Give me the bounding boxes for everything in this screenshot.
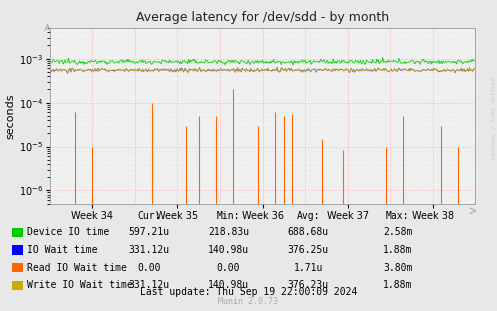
Text: Last update: Thu Sep 19 22:00:09 2024: Last update: Thu Sep 19 22:00:09 2024 [140,287,357,297]
Text: 331.12u: 331.12u [129,281,169,290]
Text: 3.80m: 3.80m [383,263,413,273]
Text: 2.58m: 2.58m [383,227,413,237]
Text: 331.12u: 331.12u [129,245,169,255]
Text: 140.98u: 140.98u [208,281,249,290]
Title: Average latency for /dev/sdd - by month: Average latency for /dev/sdd - by month [136,11,389,24]
Text: Read IO Wait time: Read IO Wait time [27,263,127,273]
Text: Min:: Min: [217,211,241,221]
Text: 0.00: 0.00 [137,263,161,273]
Text: Write IO Wait time: Write IO Wait time [27,281,133,290]
Text: 1.71u: 1.71u [293,263,323,273]
Text: 140.98u: 140.98u [208,245,249,255]
Text: IO Wait time: IO Wait time [27,245,98,255]
Text: 1.88m: 1.88m [383,245,413,255]
Text: 688.68u: 688.68u [288,227,329,237]
Text: Cur:: Cur: [137,211,161,221]
Text: 376.25u: 376.25u [288,245,329,255]
Text: 218.83u: 218.83u [208,227,249,237]
Text: 597.21u: 597.21u [129,227,169,237]
Text: Max:: Max: [386,211,410,221]
Text: RRDTOOL / TOBI OETIKER: RRDTOOL / TOBI OETIKER [491,77,496,160]
Text: 376.23u: 376.23u [288,281,329,290]
Text: 1.88m: 1.88m [383,281,413,290]
Y-axis label: seconds: seconds [6,93,16,139]
Text: Munin 2.0.73: Munin 2.0.73 [219,297,278,306]
Text: Device IO time: Device IO time [27,227,109,237]
Text: 0.00: 0.00 [217,263,241,273]
Text: Avg:: Avg: [296,211,320,221]
